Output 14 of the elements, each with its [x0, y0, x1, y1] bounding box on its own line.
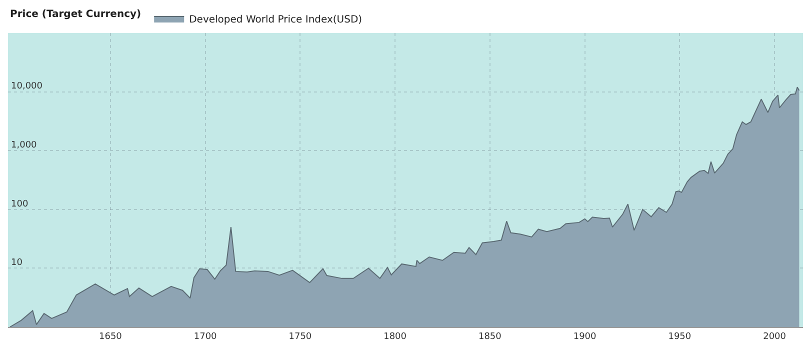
x-tick-label: 1650	[99, 332, 122, 342]
y-tick-label: 100	[11, 199, 28, 210]
x-tick-label: 2000	[763, 332, 786, 342]
legend-label: Developed World Price Index(USD)	[189, 14, 362, 26]
x-tick-label: 1700	[194, 332, 218, 342]
y-tick-label: 1,000	[11, 140, 38, 150]
legend-title: Price (Target Currency)	[10, 9, 142, 20]
x-tick-label: 1850	[478, 332, 502, 342]
x-tick-label: 1900	[573, 332, 597, 342]
x-tick-label: 1800	[384, 332, 407, 342]
y-tick-label: 10,000	[11, 82, 43, 92]
x-tick-label: 1750	[288, 332, 312, 342]
y-tick-label: 10	[11, 258, 23, 268]
x-tick-label: 1950	[668, 332, 692, 342]
